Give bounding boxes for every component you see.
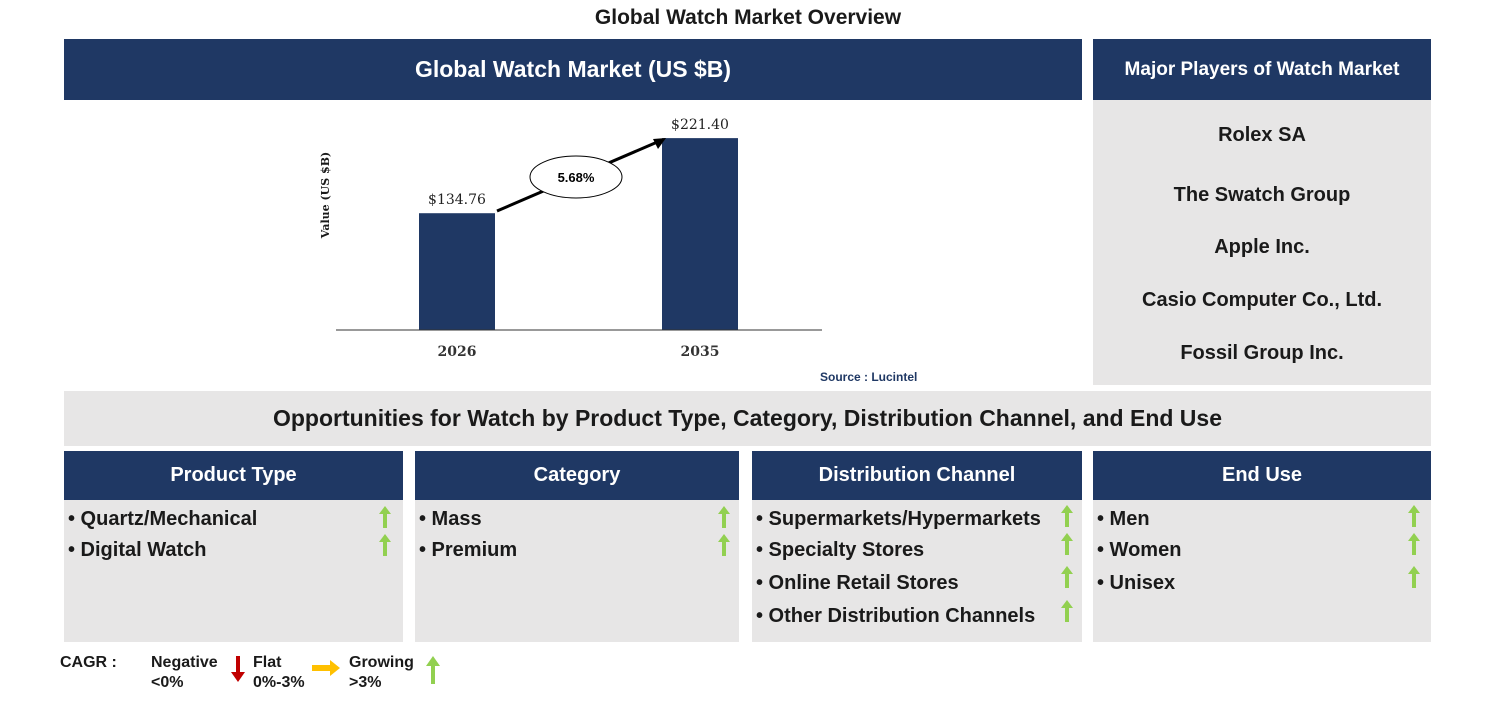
players-list: Rolex SA The Swatch Group Apple Inc. Cas… (1093, 100, 1431, 385)
segment-item: • Other Distribution Channels (756, 605, 1036, 627)
growing-arrow-icon (1408, 505, 1420, 527)
segment-item: • Unisex (1097, 572, 1176, 594)
growing-arrow-icon (718, 534, 730, 556)
segment-distribution-channel: • Supermarkets/Hypermarkets • Specialty … (752, 500, 1082, 642)
segment-product-type: • Quartz/Mechanical • Digital Watch (64, 500, 403, 642)
data-label: $221.40 (671, 117, 729, 133)
bar-2026 (419, 213, 495, 330)
source-note: Source : Lucintel (820, 370, 918, 384)
player-item: Casio Computer Co., Ltd. (1142, 289, 1382, 311)
growing-arrow-icon (1408, 566, 1420, 588)
segment-category: • Mass • Premium (415, 500, 739, 642)
cagr-ellipse (529, 155, 623, 199)
segment-item: • Quartz/Mechanical (68, 508, 258, 530)
segment-item: • Digital Watch (68, 539, 207, 561)
bar-chart: Value (US $B) $134.76 2026 $221.40 2035 5.6… (319, 117, 822, 360)
growing-arrow-icon (426, 656, 440, 684)
growing-arrow-icon (379, 506, 391, 528)
segment-end-use: • Men • Women • Unisex (1093, 500, 1431, 642)
segment-header-category: Category (415, 451, 739, 500)
growing-arrow-icon (1061, 505, 1073, 527)
segment-item: • Men (1097, 508, 1150, 530)
segment-item: • Specialty Stores (756, 539, 925, 561)
growing-arrow-icon (1061, 533, 1073, 555)
players-header: Major Players of Watch Market (1093, 39, 1431, 100)
y-axis-label: Value (US $B) (319, 152, 332, 239)
legend-flat: Flat 0%-3% (253, 654, 305, 691)
player-item: Rolex SA (1218, 124, 1306, 146)
legend-growing: Growing >3% (349, 654, 414, 691)
segment-item: • Online Retail Stores (756, 572, 959, 594)
page-title: Global Watch Market Overview (594, 6, 902, 29)
bar-2035 (662, 138, 738, 330)
legend-cagr-label: CAGR : (60, 654, 117, 671)
growing-arrow-icon (1061, 600, 1073, 622)
negative-arrow-icon (231, 656, 245, 682)
flat-arrow-icon (312, 660, 340, 676)
player-item: Apple Inc. (1214, 236, 1310, 258)
segment-item: • Premium (419, 539, 518, 561)
x-tick-label: 2035 (681, 344, 720, 360)
cagr-arrow-head (653, 138, 666, 149)
player-item: The Swatch Group (1173, 184, 1351, 206)
segment-item: • Women (1097, 539, 1182, 561)
cagr-label: 5.68% (558, 170, 595, 185)
segment-header-product-type: Product Type (64, 451, 403, 500)
growing-arrow-icon (379, 534, 391, 556)
player-item: Fossil Group Inc. (1180, 342, 1344, 364)
chart-header: Global Watch Market (US $B) (64, 39, 1082, 100)
legend-negative: Negative <0% (151, 654, 218, 691)
data-label: $134.76 (428, 192, 486, 208)
segment-item: • Mass (419, 508, 482, 530)
segment-item: • Supermarkets/Hypermarkets (756, 508, 1041, 530)
segment-header-end-use: End Use (1093, 451, 1431, 500)
growing-arrow-icon (1408, 533, 1420, 555)
x-tick-label: 2026 (438, 344, 477, 360)
opportunities-title: Opportunities for Watch by Product Type,… (64, 391, 1431, 446)
segment-header-distribution-channel: Distribution Channel (752, 451, 1082, 500)
growing-arrow-icon (718, 506, 730, 528)
growing-arrow-icon (1061, 566, 1073, 588)
